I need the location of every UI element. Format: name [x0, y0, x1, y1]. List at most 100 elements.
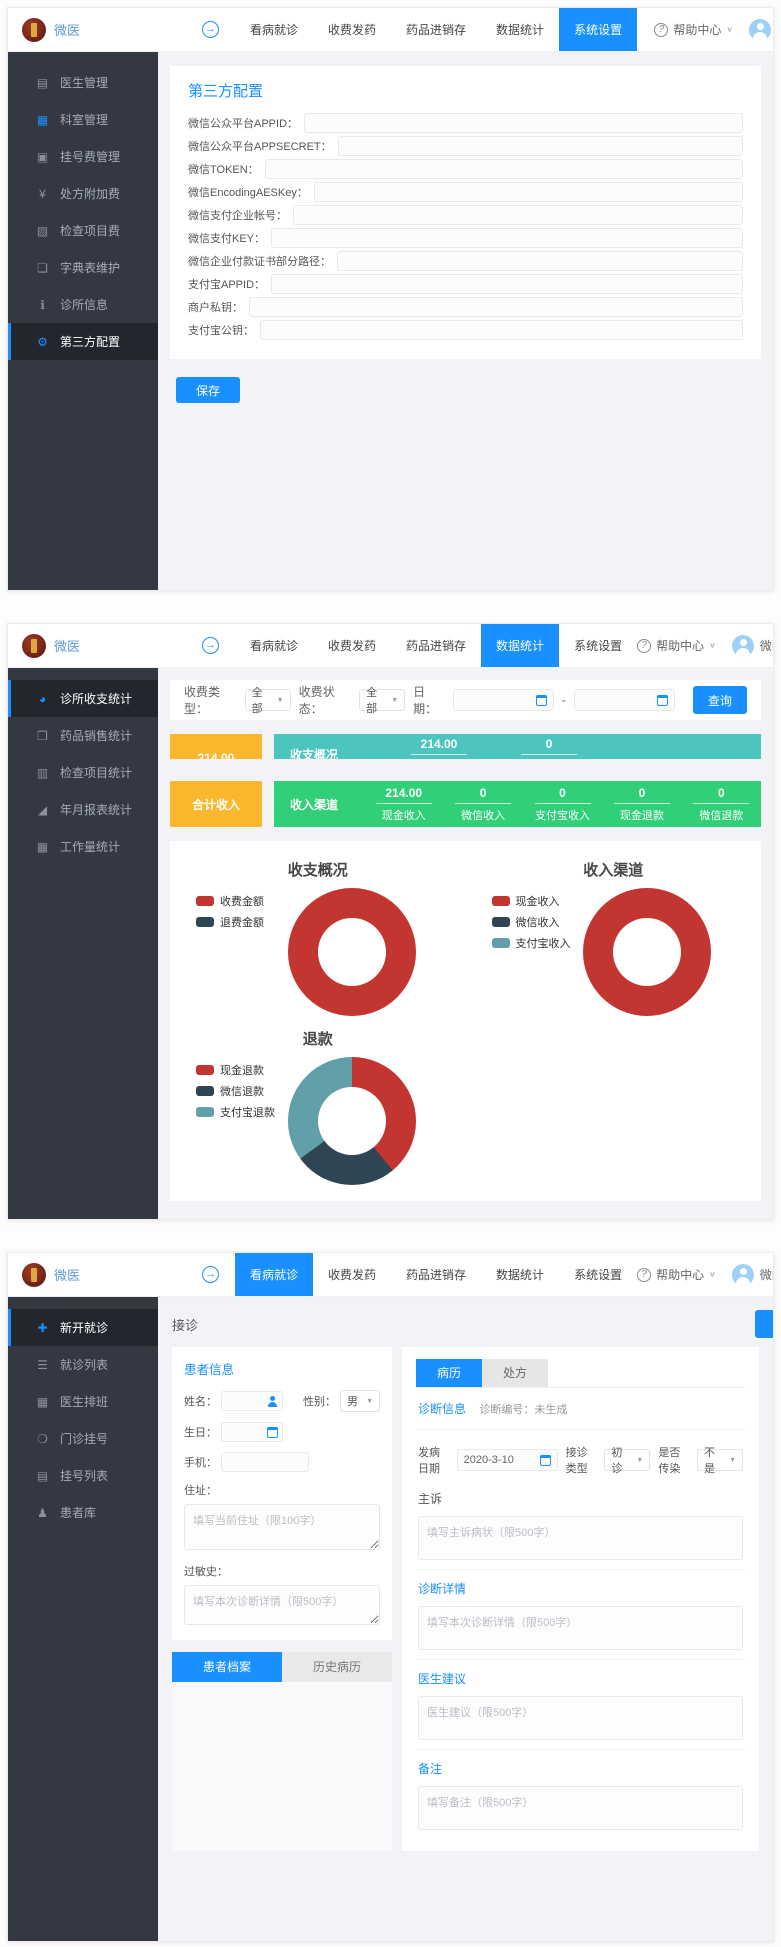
nav-tab-billing[interactable]: 收费发药: [328, 639, 377, 653]
legend-item[interactable]: 微信收入: [491, 914, 571, 930]
sidebar-item-registration-fee[interactable]: ▣ 挂号费管理: [8, 138, 158, 175]
summary-row-income: 合计收入 收入渠道 214.00 现金收入 0 微信收入 0 支付宝收入 0 现金退款 …: [170, 781, 761, 827]
wechat-pay-key-field[interactable]: [271, 228, 743, 248]
remarks-textarea[interactable]: [418, 1786, 743, 1830]
donut-chart[interactable]: [583, 888, 712, 1016]
field-label: 商户私钥：: [188, 302, 243, 314]
doctor-advice-textarea[interactable]: [418, 1696, 743, 1740]
wechat-pay-account-field[interactable]: [293, 205, 743, 225]
allergy-textarea[interactable]: [184, 1585, 380, 1625]
tab-prescription[interactable]: 处方: [482, 1359, 548, 1387]
sidebar-item-patient-db[interactable]: ♟ 患者库: [8, 1494, 158, 1531]
wechat-aeskey-field[interactable]: [313, 182, 743, 202]
sidebar-item-department[interactable]: ▦ 科室管理: [8, 101, 158, 138]
user-menu[interactable]: 微医 ∨: [731, 1263, 773, 1286]
help-center[interactable]: ? 帮助中心 ∨: [654, 21, 733, 38]
legend-item[interactable]: 退费金额: [196, 914, 264, 930]
nav-tab-statistics[interactable]: 数据统计: [496, 23, 545, 37]
nav-tab-inventory[interactable]: 药品进销存: [406, 639, 467, 653]
wechat-appid-field[interactable]: [304, 113, 743, 133]
search-button[interactable]: 查询: [692, 686, 748, 714]
primary-action-button-clipped[interactable]: [755, 1310, 773, 1338]
sidebar-item-report-stats[interactable]: ◢ 年月报表统计: [8, 791, 158, 828]
fee-status-select[interactable]: 全部 ▼: [359, 687, 406, 715]
registration-fee-icon: ▣: [36, 149, 49, 164]
wechat-token-field[interactable]: [264, 159, 743, 179]
alipay-public-key-field[interactable]: [260, 320, 743, 340]
nav-tab-statistics[interactable]: 数据统计: [481, 624, 560, 667]
sidebar-item-clinic-info[interactable]: ℹ 诊所信息: [8, 286, 158, 323]
wechat-appsecret-field[interactable]: [337, 136, 743, 156]
legend-item[interactable]: 微信退款: [196, 1083, 275, 1099]
sidebar-item-dictionary[interactable]: ❏ 字典表维护: [8, 249, 158, 286]
help-center[interactable]: ? 帮助中心 ∨: [637, 637, 716, 654]
merchant-private-key-field[interactable]: [249, 297, 743, 317]
nav-tab-visits[interactable]: 看病就诊: [250, 23, 299, 37]
nav-tab-visits[interactable]: 看病就诊: [250, 639, 299, 653]
sidebar-item-exam-item-stats[interactable]: ▥ 检查项目统计: [8, 754, 158, 791]
legend-item[interactable]: 现金退款: [196, 1062, 275, 1078]
diagnosis-detail-textarea[interactable]: [418, 1606, 743, 1650]
save-button[interactable]: 保存: [176, 377, 240, 403]
infectious-select[interactable]: 不是 ▼: [697, 1447, 744, 1475]
brand-name: 微医: [54, 1268, 81, 1283]
tab-history-records[interactable]: 历史病历: [282, 1652, 392, 1682]
sidebar-item-exam-fee[interactable]: ▨ 检查项目费: [8, 212, 158, 249]
user-menu[interactable]: 微医 ∨: [731, 634, 773, 657]
date-to-field[interactable]: [573, 689, 675, 711]
tab-patient-archive[interactable]: 患者档案: [172, 1652, 282, 1682]
date-to-input[interactable]: [580, 694, 651, 706]
nav-tab-visits[interactable]: 看病就诊: [235, 1253, 314, 1296]
sidebar-item-new-visit[interactable]: ✚ 新开就诊: [8, 1309, 158, 1346]
address-textarea[interactable]: [184, 1504, 380, 1550]
wechat-cert-path-field[interactable]: [337, 251, 743, 271]
donut-chart[interactable]: [287, 1057, 416, 1185]
onset-date-input[interactable]: [463, 1454, 534, 1466]
legend-item[interactable]: 收费金额: [196, 893, 264, 909]
sidebar-item-third-party-config[interactable]: ⚙ 第三方配置: [8, 323, 158, 360]
stat-col-cash-refund: 0 现金退款: [602, 786, 681, 823]
legend-item[interactable]: 现金收入: [491, 893, 571, 909]
sidebar-item-doctor-schedule[interactable]: ▦ 医生排班: [8, 1383, 158, 1420]
sidebar-item-income-stats[interactable]: ◕ 诊所收支统计: [8, 680, 158, 717]
nav-tab-inventory[interactable]: 药品进销存: [406, 23, 467, 37]
date-from-input[interactable]: [459, 694, 530, 706]
legend-item[interactable]: 支付宝收入: [491, 935, 571, 951]
chief-complaint-textarea[interactable]: [418, 1516, 743, 1560]
sidebar-item-visit-list[interactable]: ☰ 就诊列表: [8, 1346, 158, 1383]
help-center[interactable]: ? 帮助中心 ∨: [637, 1266, 716, 1283]
sidebar-item-workload-stats[interactable]: ▦ 工作量统计: [8, 828, 158, 865]
name-field[interactable]: [221, 1391, 283, 1411]
gender-select[interactable]: 男 ▼: [340, 1390, 380, 1412]
brand[interactable]: 微医: [22, 17, 162, 42]
donut-chart[interactable]: [287, 888, 416, 1016]
tab-medical-record[interactable]: 病历: [416, 1359, 482, 1387]
visit-type-select[interactable]: 初诊 ▼: [604, 1447, 651, 1475]
nav-tab-billing[interactable]: 收费发药: [328, 23, 377, 37]
date-from-field[interactable]: [452, 689, 554, 711]
collapse-arrow-icon[interactable]: →: [202, 21, 219, 38]
nav-tab-billing[interactable]: 收费发药: [328, 1268, 377, 1282]
sidebar-item-outpatient-register[interactable]: ❍ 门诊挂号: [8, 1420, 158, 1457]
brand[interactable]: 微医: [22, 1262, 162, 1287]
consultation-sidebar: ✚ 新开就诊 ☰ 就诊列表 ▦ 医生排班 ❍ 门诊挂号 ▤ 挂号列表 ♟ 患者库: [8, 1297, 158, 1941]
sidebar-item-drug-sales[interactable]: ❒ 药品销售统计: [8, 717, 158, 754]
calendar-icon: [535, 694, 547, 706]
nav-tab-settings[interactable]: 系统设置: [574, 639, 623, 653]
phone-field[interactable]: [221, 1452, 309, 1472]
sidebar-item-doctor-manage[interactable]: ▤ 医生管理: [8, 64, 158, 101]
alipay-appid-field[interactable]: [271, 274, 743, 294]
nav-tab-settings[interactable]: 系统设置: [574, 1268, 623, 1282]
sidebar-item-register-list[interactable]: ▤ 挂号列表: [8, 1457, 158, 1494]
collapse-arrow-icon[interactable]: →: [202, 637, 219, 654]
collapse-arrow-icon[interactable]: →: [202, 1266, 219, 1283]
onset-date-field[interactable]: [456, 1449, 558, 1471]
fee-type-select[interactable]: 全部 ▼: [244, 687, 291, 715]
sidebar-item-prescription-fee[interactable]: ¥ 处方附加费: [8, 175, 158, 212]
legend-item[interactable]: 支付宝退款: [196, 1104, 275, 1120]
user-menu[interactable]: [749, 18, 771, 41]
nav-tab-inventory[interactable]: 药品进销存: [406, 1268, 467, 1282]
nav-tab-statistics[interactable]: 数据统计: [496, 1268, 545, 1282]
nav-tab-settings[interactable]: 系统设置: [559, 8, 638, 51]
brand[interactable]: 微医: [22, 633, 162, 658]
